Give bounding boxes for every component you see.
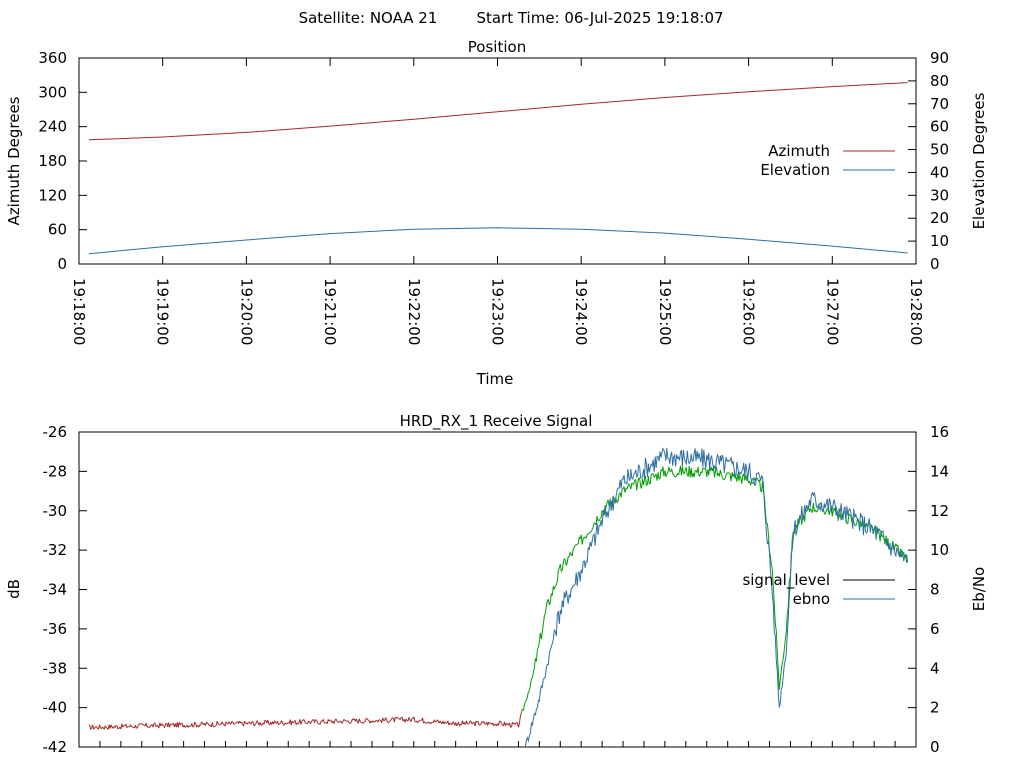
signal-legend-label: ebno — [793, 590, 830, 608]
signal-y2-tick-label: 12 — [930, 502, 949, 520]
signal-y2-tick-label: 8 — [930, 581, 940, 599]
position-y-tick-label: 240 — [38, 118, 67, 136]
signal-y2-tick-label: 16 — [930, 423, 949, 441]
signal-y2-tick-label: 4 — [930, 659, 940, 677]
signal-y-tick-label: -36 — [43, 620, 68, 638]
position-y2-tick-label: 60 — [930, 118, 949, 136]
position-y2-tick-label: 70 — [930, 95, 949, 113]
elevation-axis-label: Elevation Degrees — [970, 92, 988, 229]
position-y2-tick-label: 10 — [930, 232, 949, 250]
position-y-tick-label: 360 — [38, 49, 67, 67]
position-x-tick-label: 19:19:00 — [154, 278, 172, 345]
signal-y-tick-label: -42 — [43, 738, 68, 756]
ebno-line — [524, 447, 909, 748]
position-y-tick-label: 300 — [38, 83, 67, 101]
start-time-label: Start Time: 06-Jul-2025 19:18:07 — [476, 9, 723, 27]
signal-y-tick-label: -26 — [43, 423, 68, 441]
position-x-tick-label: 19:28:00 — [907, 278, 925, 345]
position-y-tick-label: 180 — [38, 152, 67, 170]
receive-signal-chart: HRD_RX_1 Receive Signal dB Eb/No -42 -40 -… — [5, 412, 988, 756]
signal-title: HRD_RX_1 Receive Signal — [400, 412, 593, 431]
signal-y2-tick-label: 0 — [930, 738, 940, 756]
satellite-label: Satellite: NOAA 21 — [299, 9, 438, 27]
position-x-tick-label: 19:23:00 — [489, 278, 507, 345]
position-y-tick-label: 0 — [57, 255, 67, 273]
position-x-tick-label: 19:26:00 — [740, 278, 758, 345]
position-x-axis-label: Time — [476, 370, 514, 388]
position-x-tick-label: 19:27:00 — [823, 278, 841, 345]
signal-y2-tick-label: 10 — [930, 541, 949, 559]
signal-y-tick-label: -30 — [43, 502, 68, 520]
position-y-tick-label: 120 — [38, 186, 67, 204]
position-x-tick-label: 19:24:00 — [572, 278, 590, 345]
signal-y-tick-label: -34 — [43, 581, 68, 599]
ebno-axis-label: Eb/No — [970, 567, 988, 611]
position-y2-tick-label: 30 — [930, 186, 949, 204]
signal-y-tick-label: -40 — [43, 699, 68, 717]
db-axis-label: dB — [5, 579, 23, 599]
signal-plot-frame — [78, 431, 917, 748]
position-x-tick-label: 19:20:00 — [237, 278, 255, 345]
position-legend-label: Azimuth — [768, 142, 830, 160]
position-y-tick-label: 60 — [48, 221, 67, 239]
signal-y-tick-label: -38 — [43, 659, 68, 677]
position-chart: Position Time Azimuth Degrees Elevation … — [5, 38, 988, 388]
position-x-tick-label: 19:21:00 — [321, 278, 339, 345]
position-y2-tick-label: 90 — [930, 49, 949, 67]
signal-y-tick-label: -32 — [43, 541, 68, 559]
signal-level-line-low — [88, 712, 522, 730]
signal-legend-label: signal_level — [742, 571, 830, 590]
position-y2-tick-label: 50 — [930, 141, 949, 159]
signal-y2-tick-label: 6 — [930, 620, 940, 638]
signal-level-line-high — [520, 465, 909, 713]
position-y2-tick-label: 20 — [930, 209, 949, 227]
elevation-line — [88, 227, 908, 255]
position-legend-label: Elevation — [760, 161, 830, 179]
azimuth-line — [88, 82, 908, 141]
azimuth-axis-label: Azimuth Degrees — [5, 96, 23, 225]
position-x-tick-label: 19:18:00 — [70, 278, 88, 345]
position-x-tick-label: 19:22:00 — [405, 278, 423, 345]
position-y2-tick-label: 40 — [930, 163, 949, 181]
position-y2-tick-label: 80 — [930, 72, 949, 90]
signal-y2-tick-label: 2 — [930, 699, 940, 717]
signal-y2-tick-label: 14 — [930, 462, 949, 480]
position-title: Position — [468, 38, 526, 56]
position-y2-tick-label: 0 — [930, 255, 940, 273]
position-x-tick-label: 19:25:00 — [656, 278, 674, 345]
signal-y-tick-label: -28 — [43, 462, 68, 480]
